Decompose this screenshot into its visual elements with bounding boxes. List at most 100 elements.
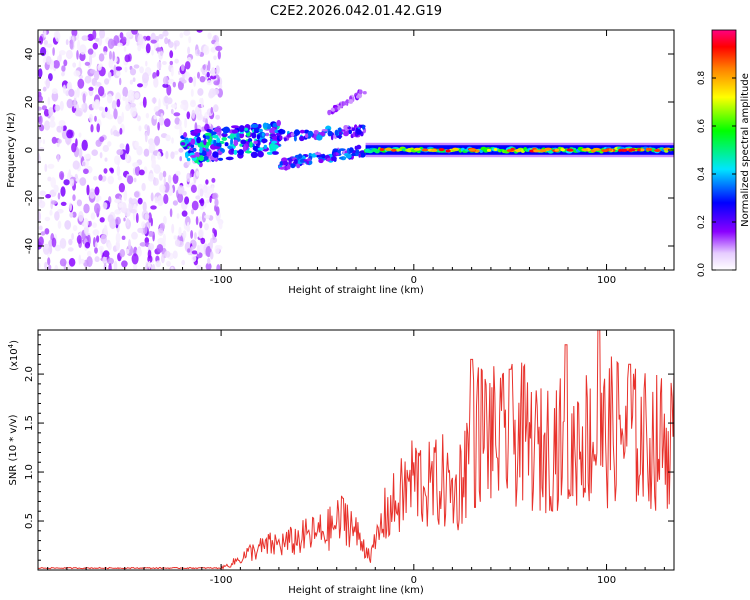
heatmap-cell bbox=[131, 231, 138, 240]
heatmap-cell bbox=[204, 201, 207, 208]
heatmap-cell bbox=[144, 237, 150, 244]
heatmap-cell bbox=[95, 99, 101, 109]
heatmap-noise-region bbox=[38, 30, 224, 270]
heatmap-cell bbox=[212, 151, 219, 158]
heatmap-cell bbox=[211, 185, 215, 194]
heatmap-cell bbox=[107, 38, 115, 50]
heatmap-cell bbox=[38, 115, 43, 125]
heatmap-cell bbox=[87, 48, 94, 55]
heatmap-cell bbox=[136, 115, 141, 122]
heatmap-cell bbox=[139, 66, 145, 74]
heatmap-cell bbox=[330, 107, 336, 112]
heatmap-cell bbox=[44, 163, 48, 172]
heatmap-cell bbox=[118, 182, 125, 193]
heatmap-cell bbox=[286, 163, 291, 170]
heatmap-cell bbox=[116, 165, 121, 177]
heatmap-cell bbox=[356, 95, 360, 99]
colorbar-gradient bbox=[711, 29, 737, 271]
heatmap-cell bbox=[57, 153, 60, 162]
heatmap-cell bbox=[156, 61, 162, 70]
heatmap-cell bbox=[157, 200, 162, 206]
heatmap-cell bbox=[69, 39, 74, 50]
heatmap-cell bbox=[123, 190, 128, 202]
spectrogram-ytick-label: 40 bbox=[24, 48, 35, 61]
heatmap-cell bbox=[107, 257, 114, 265]
heatmap-cell bbox=[87, 33, 94, 42]
heatmap-cell bbox=[59, 258, 67, 267]
heatmap-cell bbox=[174, 239, 181, 247]
heatmap-cell bbox=[306, 158, 312, 162]
heatmap-cell bbox=[362, 91, 367, 95]
heatmap-cell bbox=[125, 31, 133, 38]
heatmap-cell bbox=[142, 72, 149, 84]
heatmap-cell bbox=[76, 86, 80, 98]
heatmap-cell bbox=[59, 171, 65, 180]
heatmap-cell bbox=[113, 64, 117, 76]
heatmap-cell bbox=[47, 176, 52, 182]
heatmap-cell bbox=[81, 35, 89, 41]
heatmap-cell bbox=[242, 145, 247, 152]
heatmap-cell bbox=[421, 148, 429, 152]
heatmap-cell bbox=[196, 136, 202, 144]
heatmap-cell bbox=[184, 71, 190, 81]
heatmap-cell bbox=[339, 156, 344, 160]
heatmap-cell bbox=[219, 84, 223, 90]
heatmap-cell bbox=[62, 84, 66, 94]
heatmap-cell bbox=[129, 79, 133, 85]
heatmap-cell bbox=[213, 139, 217, 147]
heatmap-cell bbox=[177, 193, 184, 203]
heatmap-cell bbox=[69, 178, 75, 187]
heatmap-cell bbox=[71, 142, 77, 153]
heatmap-cell bbox=[172, 250, 178, 259]
heatmap-cell bbox=[148, 260, 151, 270]
heatmap-cell bbox=[108, 59, 114, 69]
heatmap-cell bbox=[172, 81, 176, 88]
heatmap-cell bbox=[84, 75, 92, 84]
heatmap-cell bbox=[188, 36, 192, 44]
heatmap-cell bbox=[39, 124, 45, 132]
heatmap-cell bbox=[130, 105, 137, 117]
heatmap-cell bbox=[212, 88, 220, 96]
heatmap-cell bbox=[115, 216, 121, 225]
heatmap-cell bbox=[65, 39, 69, 46]
heatmap-cell bbox=[171, 223, 175, 234]
heatmap-cell bbox=[199, 146, 203, 154]
heatmap-cell bbox=[137, 34, 144, 46]
heatmap-cell bbox=[47, 163, 55, 169]
heatmap-cell bbox=[351, 153, 356, 156]
heatmap-cell bbox=[215, 65, 220, 75]
snr-xtick-label: 100 bbox=[597, 575, 616, 586]
heatmap-cell bbox=[38, 106, 42, 111]
heatmap-cell bbox=[355, 149, 360, 154]
heatmap-cell bbox=[338, 127, 342, 133]
heatmap-cell bbox=[134, 165, 141, 176]
heatmap-cell bbox=[269, 151, 273, 155]
heatmap-cell bbox=[205, 179, 209, 185]
heatmap-cell bbox=[165, 104, 169, 110]
heatmap-cell bbox=[196, 264, 202, 270]
heatmap-cell bbox=[162, 30, 169, 37]
heatmap-cell bbox=[108, 263, 112, 270]
heatmap-cell bbox=[137, 197, 143, 205]
heatmap-cell bbox=[193, 128, 202, 134]
heatmap-cell bbox=[307, 130, 314, 137]
heatmap-cell bbox=[250, 123, 259, 128]
heatmap-cell bbox=[143, 148, 150, 157]
heatmap-cell bbox=[199, 76, 206, 83]
heatmap-cell bbox=[194, 106, 200, 116]
heatmap-cell bbox=[188, 76, 193, 83]
heatmap-cell bbox=[173, 112, 181, 117]
heatmap-cell bbox=[92, 229, 100, 236]
heatmap-cell bbox=[186, 157, 191, 162]
heatmap-cell bbox=[102, 202, 108, 210]
heatmap-cell bbox=[38, 146, 45, 152]
heatmap-cell bbox=[159, 184, 166, 193]
heatmap-cell bbox=[190, 154, 197, 158]
heatmap-cell bbox=[141, 182, 146, 192]
heatmap-cell bbox=[200, 237, 206, 245]
heatmap-cell bbox=[55, 30, 61, 42]
heatmap-cell bbox=[636, 148, 642, 152]
heatmap-cell bbox=[336, 135, 343, 139]
heatmap-cell bbox=[152, 177, 159, 186]
heatmap-cell bbox=[183, 132, 188, 138]
